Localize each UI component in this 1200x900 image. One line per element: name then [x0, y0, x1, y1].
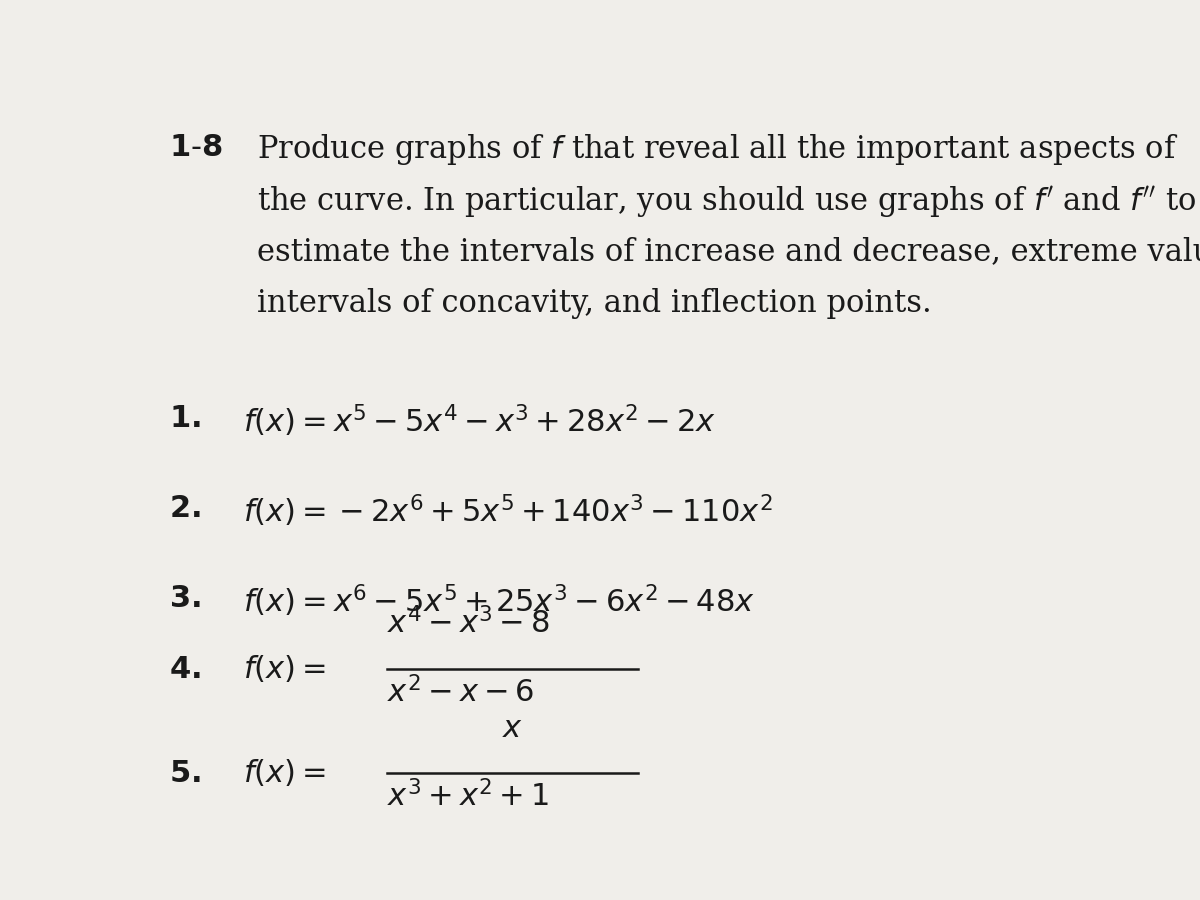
Text: $\mathbf{2.}$: $\mathbf{2.}$ [168, 492, 200, 524]
Text: $\mathbf{4.}$: $\mathbf{4.}$ [168, 653, 200, 685]
Text: $f(x) = x^5 - 5x^4 - x^3 + 28x^2 - 2x$: $f(x) = x^5 - 5x^4 - x^3 + 28x^2 - 2x$ [242, 402, 716, 439]
Text: $x^4 - x^3 - 8$: $x^4 - x^3 - 8$ [388, 608, 550, 641]
Text: $f(x) = $: $f(x) = $ [242, 758, 326, 788]
Text: $f(x) = -2x^6 + 5x^5 + 140x^3 - 110x^2$: $f(x) = -2x^6 + 5x^5 + 140x^3 - 110x^2$ [242, 492, 773, 529]
Text: $x^2 - x - 6$: $x^2 - x - 6$ [388, 678, 534, 710]
Text: $x$: $x$ [502, 713, 523, 743]
Text: $f(x) = $: $f(x) = $ [242, 653, 326, 685]
Text: $\mathbf{1.}$: $\mathbf{1.}$ [168, 402, 200, 434]
Text: $\mathbf{5.}$: $\mathbf{5.}$ [168, 758, 200, 788]
Text: $x^3 + x^2 + 1$: $x^3 + x^2 + 1$ [388, 781, 550, 814]
Text: intervals of concavity, and inflection points.: intervals of concavity, and inflection p… [257, 288, 931, 320]
Text: $\mathbf{3.}$: $\mathbf{3.}$ [168, 582, 200, 614]
Text: $\mathbf{1\text{-}8}$: $\mathbf{1\text{-}8}$ [168, 132, 222, 163]
Text: Produce graphs of $f$ that reveal all the important aspects of: Produce graphs of $f$ that reveal all th… [257, 132, 1178, 167]
Text: $f(x) = x^6 - 5x^5 + 25x^3 - 6x^2 - 48x$: $f(x) = x^6 - 5x^5 + 25x^3 - 6x^2 - 48x$ [242, 582, 755, 619]
Text: the curve. In particular, you should use graphs of $f'$ and $f''$ to: the curve. In particular, you should use… [257, 184, 1196, 220]
Text: estimate the intervals of increase and decrease, extreme values,: estimate the intervals of increase and d… [257, 236, 1200, 267]
